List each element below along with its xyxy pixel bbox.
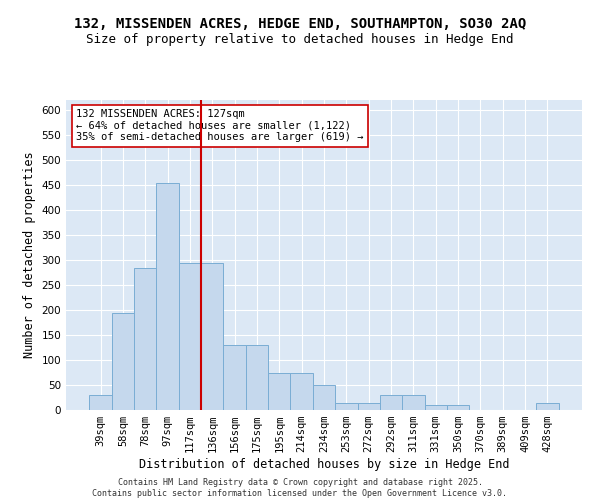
Bar (313, 385, 335, 410)
Bar (134, 268, 157, 410)
Bar (157, 182, 179, 410)
Bar (358, 402, 380, 410)
X-axis label: Distribution of detached houses by size in Hedge End: Distribution of detached houses by size … (139, 458, 509, 471)
Bar (447, 405, 469, 410)
Bar (425, 405, 447, 410)
Bar (536, 402, 559, 410)
Bar (223, 345, 246, 410)
Bar (246, 345, 268, 410)
Bar (89, 395, 112, 410)
Bar (179, 262, 201, 410)
Text: 132, MISSENDEN ACRES, HEDGE END, SOUTHAMPTON, SO30 2AQ: 132, MISSENDEN ACRES, HEDGE END, SOUTHAM… (74, 18, 526, 32)
Bar (335, 402, 358, 410)
Bar (290, 372, 313, 410)
Text: Size of property relative to detached houses in Hedge End: Size of property relative to detached ho… (86, 32, 514, 46)
Bar (402, 395, 425, 410)
Text: 132 MISSENDEN ACRES: 127sqm
← 64% of detached houses are smaller (1,122)
35% of : 132 MISSENDEN ACRES: 127sqm ← 64% of det… (76, 110, 364, 142)
Y-axis label: Number of detached properties: Number of detached properties (23, 152, 36, 358)
Bar (268, 372, 290, 410)
Bar (201, 262, 223, 410)
Bar (380, 395, 402, 410)
Bar (112, 312, 134, 410)
Text: Contains HM Land Registry data © Crown copyright and database right 2025.
Contai: Contains HM Land Registry data © Crown c… (92, 478, 508, 498)
